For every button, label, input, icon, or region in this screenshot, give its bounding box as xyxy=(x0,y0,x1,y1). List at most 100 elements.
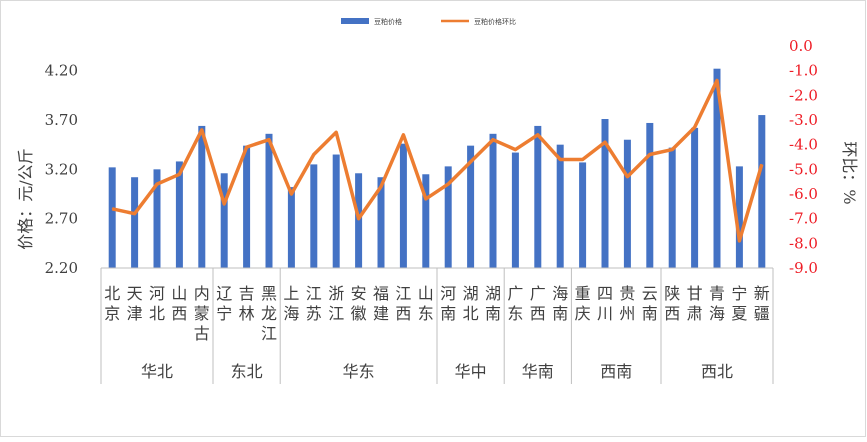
line-series xyxy=(111,78,764,243)
bar-安徽 xyxy=(355,173,363,268)
y-right-tick-label: -4.0 xyxy=(789,136,818,154)
x-tick-label: 山东 xyxy=(418,284,434,323)
x-tick-label: 江苏 xyxy=(306,284,322,323)
x-tick-label: 北京 xyxy=(104,284,120,323)
line-point-安徽 xyxy=(358,218,360,220)
bar-新疆 xyxy=(758,115,766,268)
region-label: 华东 xyxy=(343,362,375,381)
line-point-内蒙古 xyxy=(201,129,203,131)
region-label: 东北 xyxy=(231,362,263,381)
x-tick-label: 广东 xyxy=(507,284,523,323)
x-tick-label: 湖北 xyxy=(463,284,479,323)
x-tick-label: 广西 xyxy=(530,284,546,323)
x-tick-label: 四川 xyxy=(597,284,613,323)
y-axis-right-title: 环比：% xyxy=(840,141,859,204)
line-point-浙江 xyxy=(335,131,337,133)
x-tick-label: 甘肃 xyxy=(687,284,703,323)
y-left-tick-label: 3.20 xyxy=(45,160,78,178)
bar-云南 xyxy=(646,122,654,269)
bar-北京 xyxy=(108,167,116,268)
bar-福建 xyxy=(377,177,385,268)
x-tick-label: 辽宁 xyxy=(216,284,232,323)
x-tick-label: 宁夏 xyxy=(731,284,747,323)
y-right-tick-label: -2.0 xyxy=(789,86,818,104)
x-tick-label: 青海 xyxy=(709,284,725,323)
x-tick-label: 陕西 xyxy=(664,284,680,323)
bar-四川 xyxy=(601,119,609,268)
x-tick-label: 海南 xyxy=(552,284,568,323)
line-point-上海 xyxy=(290,193,292,195)
line-point-辽宁 xyxy=(223,203,225,205)
y-left-tick-label: 2.20 xyxy=(45,259,78,277)
line-point-宁夏 xyxy=(738,240,740,242)
line-point-河南 xyxy=(447,183,449,185)
bar-青海 xyxy=(713,68,721,269)
y-right-tick-label: -3.0 xyxy=(789,111,818,129)
x-axis: 北京天津河北山西内蒙古辽宁吉林黑龙江上海江苏浙江安徽福建江西山东河南湖北湖南广东… xyxy=(100,267,774,384)
line-point-陕西 xyxy=(671,149,673,151)
bar-河北 xyxy=(153,169,161,268)
line-point-吉林 xyxy=(246,146,248,148)
bar-海南 xyxy=(556,144,564,268)
bar-宁夏 xyxy=(735,166,743,268)
bar-河南 xyxy=(444,166,452,268)
line-point-四川 xyxy=(604,141,606,143)
x-tick-label: 黑龙江 xyxy=(261,284,277,343)
bar-甘肃 xyxy=(691,127,699,268)
line-point-黑龙江 xyxy=(268,139,270,141)
x-tick-label: 上海 xyxy=(283,284,299,323)
line-path xyxy=(111,78,764,243)
bar-黑龙江 xyxy=(265,133,273,268)
bar-广东 xyxy=(511,152,519,268)
x-tick-label: 吉林 xyxy=(239,284,255,323)
bar-江西 xyxy=(399,143,407,268)
x-tick-label: 新疆 xyxy=(754,284,770,323)
line-point-广西 xyxy=(537,134,539,136)
x-tick-label: 湖南 xyxy=(485,284,501,323)
line-point-甘肃 xyxy=(694,126,696,128)
line-point-北京 xyxy=(111,208,113,210)
x-tick-label: 重庆 xyxy=(575,284,591,323)
bar-浙江 xyxy=(332,154,340,268)
line-point-湖北 xyxy=(470,161,472,163)
line-point-山西 xyxy=(178,173,180,175)
y-right-tick-label: -5.0 xyxy=(789,160,818,178)
bar-山东 xyxy=(422,174,430,268)
line-point-江苏 xyxy=(313,154,315,156)
y-axis-left-title: 价格：元/公斤 xyxy=(16,148,35,249)
y-right-tick-label: -8.0 xyxy=(789,234,818,252)
bar-陕西 xyxy=(668,147,676,268)
line-point-贵州 xyxy=(626,176,628,178)
bar-山西 xyxy=(175,161,183,268)
region-label: 西北 xyxy=(701,362,733,381)
bar-湖北 xyxy=(467,145,475,268)
x-tick-label: 江西 xyxy=(395,284,411,323)
y-right-tick-label: -1.0 xyxy=(789,62,818,80)
y-right-tick-label: -9.0 xyxy=(789,259,818,277)
bar-series xyxy=(108,68,766,269)
line-point-湖南 xyxy=(492,139,494,141)
bar-江苏 xyxy=(310,164,318,268)
line-point-江西 xyxy=(402,134,404,136)
x-tick-label: 浙江 xyxy=(328,284,344,323)
line-point-山东 xyxy=(425,198,427,200)
line-point-广东 xyxy=(514,149,516,151)
y-axis-right-ticks: 0.0 -1.0 -2.0 -3.0 -4.0 -5.0 -6.0 -7.0 -8.0 -9.0 xyxy=(789,37,818,277)
y-left-tick-label: 3.70 xyxy=(45,111,78,129)
y-right-tick-label: -7.0 xyxy=(789,210,818,228)
line-point-河北 xyxy=(156,183,158,185)
line-point-海南 xyxy=(559,158,561,160)
x-tick-label: 山西 xyxy=(171,284,187,323)
y-axis-left-ticks: 2.20 2.70 3.20 3.70 4.20 xyxy=(45,62,78,277)
x-tick-label: 河南 xyxy=(440,284,456,323)
line-point-青海 xyxy=(716,80,718,82)
x-tick-label: 福建 xyxy=(373,284,389,323)
bar-天津 xyxy=(131,177,139,268)
legend-label-bar: 豆粕价格 xyxy=(374,17,402,26)
y-right-tick-label: 0.0 xyxy=(789,37,813,55)
x-tick-label: 内蒙古 xyxy=(194,284,210,343)
y-left-tick-label: 4.20 xyxy=(45,62,78,80)
chart-legend: 豆粕价格 豆粕价格环比 xyxy=(341,17,516,26)
